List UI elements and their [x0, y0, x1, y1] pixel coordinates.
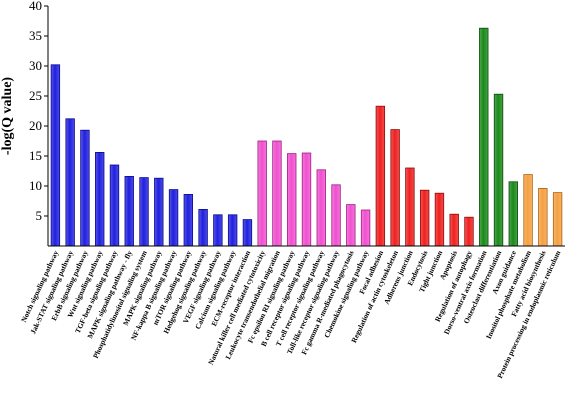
- bar: [50, 64, 61, 247]
- bar: [523, 174, 533, 247]
- y-tick-label: 10: [29, 178, 42, 193]
- bar: [65, 118, 75, 247]
- bar: [109, 164, 120, 247]
- bar: [139, 177, 149, 247]
- bar: [538, 187, 548, 247]
- bar: [154, 177, 164, 247]
- bar: [508, 181, 518, 247]
- bar: [242, 219, 253, 247]
- bar: [419, 189, 430, 247]
- bar: [213, 214, 223, 247]
- bar: [316, 169, 326, 247]
- bar: [301, 152, 312, 247]
- bar: [449, 213, 459, 247]
- y-tick-label: 15: [29, 148, 42, 163]
- bar: [287, 153, 297, 247]
- bar: [331, 184, 341, 247]
- bar: [257, 140, 267, 247]
- y-tick-label: 5: [36, 208, 43, 223]
- bar: [493, 93, 504, 247]
- bar: [405, 167, 415, 247]
- bar: [479, 27, 489, 247]
- bar: [80, 129, 90, 247]
- y-tick-label: 40: [29, 0, 42, 13]
- bar: [168, 189, 179, 247]
- bar: [360, 209, 371, 247]
- y-axis-ticks: 5 10 15 20 25 30 35 40: [29, 0, 48, 223]
- y-tick-label: 25: [29, 88, 42, 103]
- bar: [272, 140, 282, 247]
- bar: [227, 214, 238, 247]
- bar: [346, 204, 356, 247]
- bar: [390, 129, 400, 247]
- bar: [124, 175, 134, 247]
- y-tick-label: 20: [29, 118, 42, 133]
- bar: [375, 105, 386, 247]
- bars: [50, 27, 563, 247]
- bar: [434, 192, 445, 247]
- bar: [95, 151, 105, 247]
- y-axis-title: -log(Q value): [0, 77, 15, 155]
- bar: [198, 208, 208, 247]
- y-tick-label: 30: [29, 58, 42, 73]
- bar: [552, 192, 563, 247]
- bar: [464, 216, 474, 247]
- y-tick-label: 35: [29, 28, 42, 43]
- bar: [183, 193, 194, 247]
